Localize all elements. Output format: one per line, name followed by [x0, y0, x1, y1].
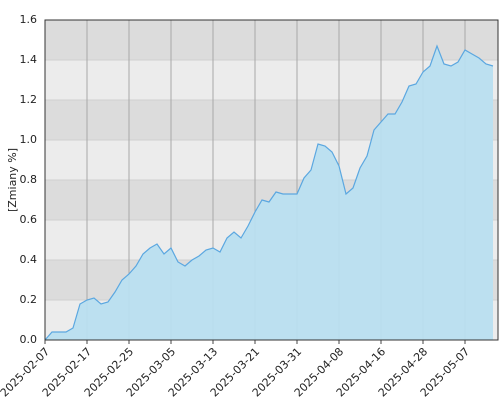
y-tick-label: 0.4: [20, 253, 38, 266]
y-tick-label: 1.6: [20, 13, 38, 26]
y-tick-label: 1.4: [20, 53, 38, 66]
y-tick-label: 0.2: [20, 293, 38, 306]
y-tick-label: 0.6: [20, 213, 38, 226]
line: [44, 44, 494, 341]
grid-band: [45, 20, 498, 60]
y-axis-label: [Zmiany %]: [6, 148, 19, 212]
y-tick-label: 1.2: [20, 93, 38, 106]
y-tick-label: 0.0: [20, 333, 38, 346]
area: [45, 46, 493, 340]
plot-border: [44, 19, 499, 341]
y-tick-label: 0.8: [20, 173, 38, 186]
y-tick-label: 1.0: [20, 133, 38, 146]
